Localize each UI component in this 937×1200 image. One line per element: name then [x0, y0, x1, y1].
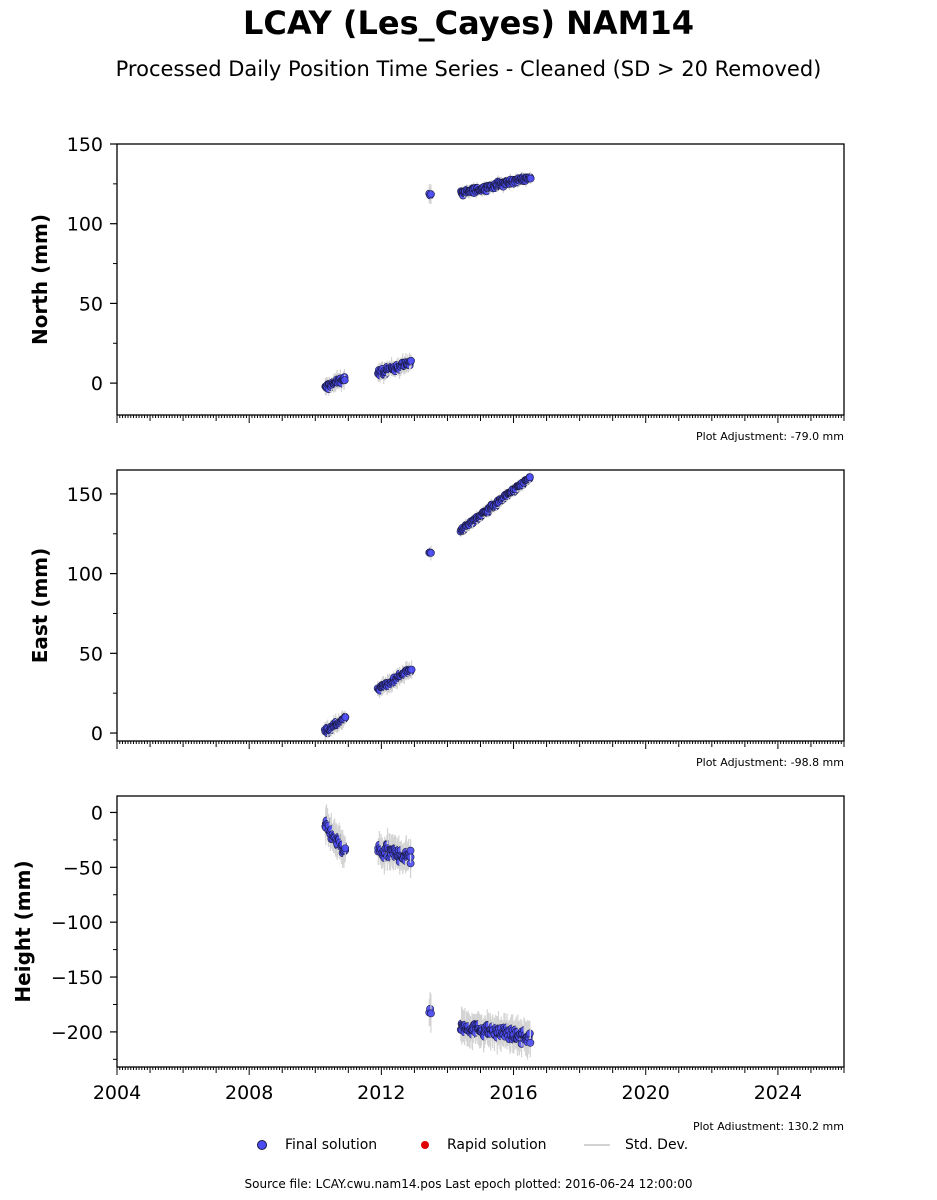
xtick-label-2: 2012 [357, 1082, 405, 1104]
chart-title: LCAY (Les_Cayes) NAM14 [242, 4, 695, 42]
plot-adjustment-p2: Plot Adjustment: -98.8 mm [696, 756, 844, 769]
ylabel-p2: East (mm) [28, 548, 52, 664]
point-p2-c1-64 [407, 665, 416, 674]
xtick-label-5: 2024 [754, 1082, 802, 1104]
ytick-label-p1-3: 150 [67, 134, 103, 156]
ylabel-p1: North (mm) [28, 214, 52, 345]
chart-canvas: 0 50 100 150 North (mm) Plot Adjustment: -79.… [11, 134, 845, 1130]
legend-final: Final solution [257, 1137, 377, 1153]
xtick-label-3: 2016 [489, 1082, 537, 1104]
point-p3-c2-2 [427, 1009, 435, 1018]
point-p3-c0-38 [341, 844, 350, 853]
legend-rapid-marker [421, 1141, 429, 1149]
xtick-label-0: 2004 [93, 1082, 141, 1104]
legend-sd: Std. Dev. [584, 1137, 688, 1153]
ylabel-p3: Height (mm) [11, 860, 35, 1002]
legend-final-marker [257, 1140, 267, 1150]
ytick-label-p3-0: 0 [91, 802, 103, 824]
point-p2-c3-135 [526, 473, 534, 482]
xtick-label-4: 2020 [622, 1082, 670, 1104]
legend-final-label: Final solution [285, 1137, 378, 1153]
ytick-label-p1-0: 0 [91, 373, 103, 395]
point-p1-c0-38 [340, 376, 349, 385]
xtick-label-1: 2008 [225, 1082, 273, 1104]
ytick-label-p3-2: −100 [51, 912, 103, 934]
legend-rapid: Rapid solution [421, 1137, 547, 1153]
chart-subtitle: Processed Daily Position Time Series - C… [115, 57, 822, 81]
plot-adjustment-p1: Plot Adjustment: -79.0 mm [696, 430, 844, 443]
plot-adjustment-p3: Plot Adjustment: 130.2 mm [693, 1120, 844, 1130]
point-p1-c3-135 [526, 174, 535, 183]
ytick-label-p3-4: −200 [51, 1022, 103, 1044]
point-p2-c2-2 [427, 549, 435, 557]
ytick-label-p3-1: −50 [63, 857, 103, 879]
point-p2-c0-38 [341, 713, 350, 722]
ytick-label-p1-2: 100 [67, 214, 103, 236]
point-p3-c1-64 [406, 846, 415, 855]
point-p3-c3-135 [526, 1038, 535, 1047]
legend-sd-line [584, 1144, 610, 1146]
ytick-label-p3-3: −150 [51, 967, 103, 989]
ytick-label-p1-1: 50 [79, 293, 103, 315]
point-p1-c2-2 [427, 190, 435, 199]
ytick-label-p2-1: 50 [79, 643, 103, 665]
legend-rapid-label: Rapid solution [447, 1137, 547, 1153]
point-p1-c1-64 [407, 356, 415, 365]
ytick-label-p2-2: 100 [67, 564, 103, 586]
legend-sd-label: Std. Dev. [625, 1137, 689, 1153]
ytick-label-p2-0: 0 [91, 723, 103, 745]
ytick-label-p2-3: 150 [67, 484, 103, 506]
source-footer: Source file: LCAY.cwu.nam14.pos Last epo… [244, 1177, 693, 1191]
